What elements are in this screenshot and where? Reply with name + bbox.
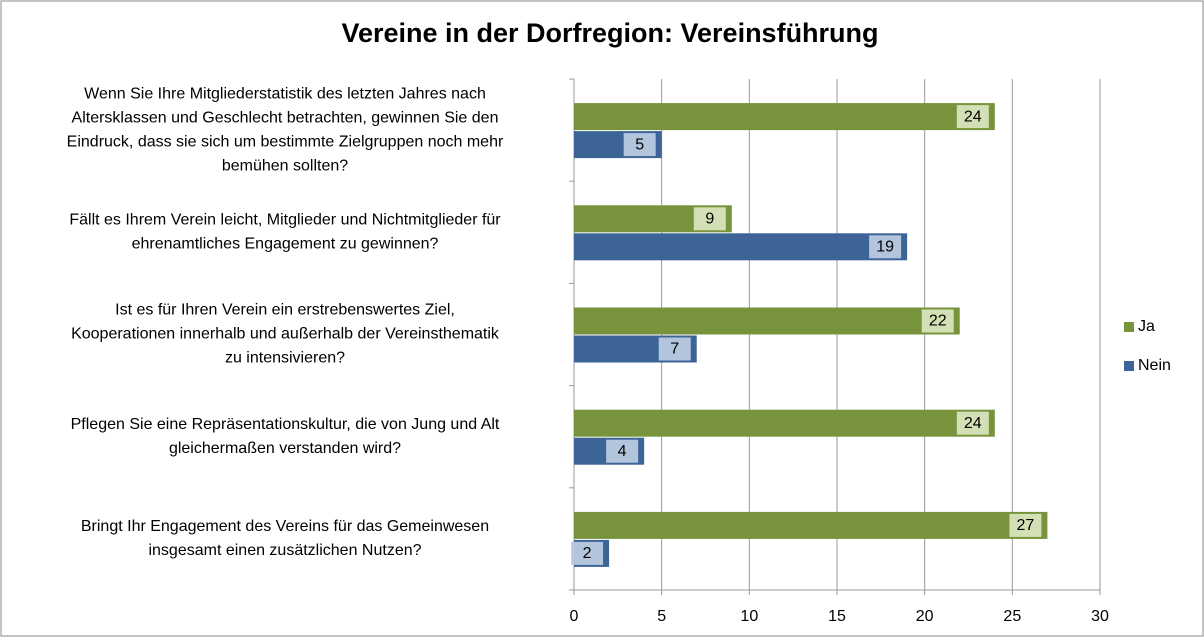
y-tick-label: Pflegen Sie eine Repräsentationskultur, … (71, 416, 500, 433)
value-label: 24 (964, 108, 982, 125)
value-label: 22 (929, 313, 947, 330)
y-tick-label: ehrenamtliches Engagement zu gewinnen? (132, 236, 439, 253)
value-label-box (571, 541, 604, 565)
y-tick-label: Eindruck, dass sie sich um bestimmte Zie… (67, 133, 504, 150)
value-label: 9 (705, 211, 714, 228)
bar (574, 103, 995, 131)
x-tick-label: 10 (740, 608, 758, 625)
value-label-box (869, 235, 902, 259)
y-tick-label: Ist es für Ihren Verein ein erstrebenswe… (115, 302, 455, 319)
value-label: 19 (876, 239, 894, 256)
y-tick-label: Altersklassen und Geschlecht betrachten,… (72, 109, 499, 126)
y-tick-label: Wenn Sie Ihre Mitgliederstatistik des le… (84, 85, 486, 102)
legend-label: Nein (1138, 357, 1171, 374)
y-tick-label: bemühen sollten? (222, 157, 348, 174)
value-label: 24 (964, 415, 982, 432)
x-tick-label: 5 (657, 608, 666, 625)
value-label-box (693, 207, 726, 231)
bar (574, 307, 960, 335)
y-tick-label: zu intensivieren? (225, 350, 345, 367)
value-label-box (606, 439, 639, 463)
y-tick-label: Fällt es Ihrem Verein leicht, Mitglieder… (69, 212, 501, 229)
value-label: 2 (583, 545, 592, 562)
value-label-box (623, 133, 656, 157)
legend-swatch (1124, 322, 1134, 332)
value-label-box (1009, 513, 1042, 537)
x-tick-label: 0 (570, 608, 579, 625)
value-label: 4 (618, 443, 627, 460)
bar (574, 233, 908, 261)
y-tick-label: Bringt Ihr Engagement des Vereins für da… (81, 518, 489, 535)
x-tick-label: 15 (828, 608, 846, 625)
bar (574, 409, 995, 437)
legend-label: Ja (1138, 318, 1155, 335)
y-tick-label: gleichermaßen verstanden wird? (169, 440, 401, 457)
value-label-box (956, 105, 989, 129)
x-tick-label: 30 (1091, 608, 1109, 625)
y-tick-label: insgesamt einen zusätzlichen Nutzen? (148, 542, 421, 559)
value-label-box (921, 309, 954, 333)
value-label: 7 (670, 341, 679, 358)
legend-swatch (1124, 361, 1134, 371)
value-label: 5 (635, 136, 644, 153)
x-tick-label: 20 (916, 608, 934, 625)
chart-title: Vereine in der Dorfregion: Vereinsführun… (341, 18, 878, 48)
value-label: 27 (1017, 517, 1035, 534)
value-label-box (956, 411, 989, 435)
x-tick-label: 25 (1003, 608, 1021, 625)
bar (574, 511, 1048, 539)
y-tick-label: Kooperationen innerhalb und außerhalb de… (71, 326, 500, 343)
value-label-box (658, 337, 691, 361)
